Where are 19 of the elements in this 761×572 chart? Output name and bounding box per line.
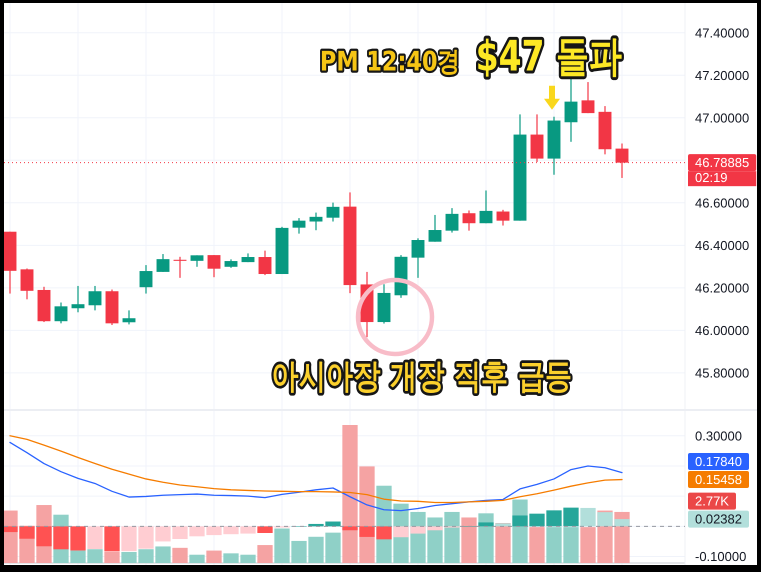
text: 0.15458 bbox=[695, 472, 742, 488]
text: 2.77K bbox=[695, 494, 730, 509]
y-tick-label: 46.00000 bbox=[695, 322, 750, 338]
ref-line-label: 46.78885 bbox=[695, 155, 750, 170]
y-tick-label: 47.00000 bbox=[695, 110, 750, 126]
y-tick-label: 46.20000 bbox=[695, 280, 750, 296]
annotation: $47 돌파 bbox=[476, 32, 622, 80]
text: 0.02382 bbox=[695, 512, 742, 527]
y-tick-label: 45.80000 bbox=[695, 365, 750, 380]
y-tick-label: -0.10000 bbox=[695, 549, 746, 564]
annotation: 아시아장 개장 직후 급등 bbox=[272, 358, 572, 396]
y-tick-label: 46.40000 bbox=[695, 238, 750, 253]
y-tick-label: 46.60000 bbox=[695, 195, 750, 210]
text: 02:19 bbox=[695, 170, 728, 186]
y-tick-label: 0.30000 bbox=[695, 428, 742, 444]
annotation: PM 12:40경 bbox=[320, 45, 460, 77]
y-tick-label: 47.20000 bbox=[695, 68, 750, 83]
y-tick-label: 47.40000 bbox=[695, 25, 750, 40]
text: 0.17840 bbox=[695, 454, 742, 470]
